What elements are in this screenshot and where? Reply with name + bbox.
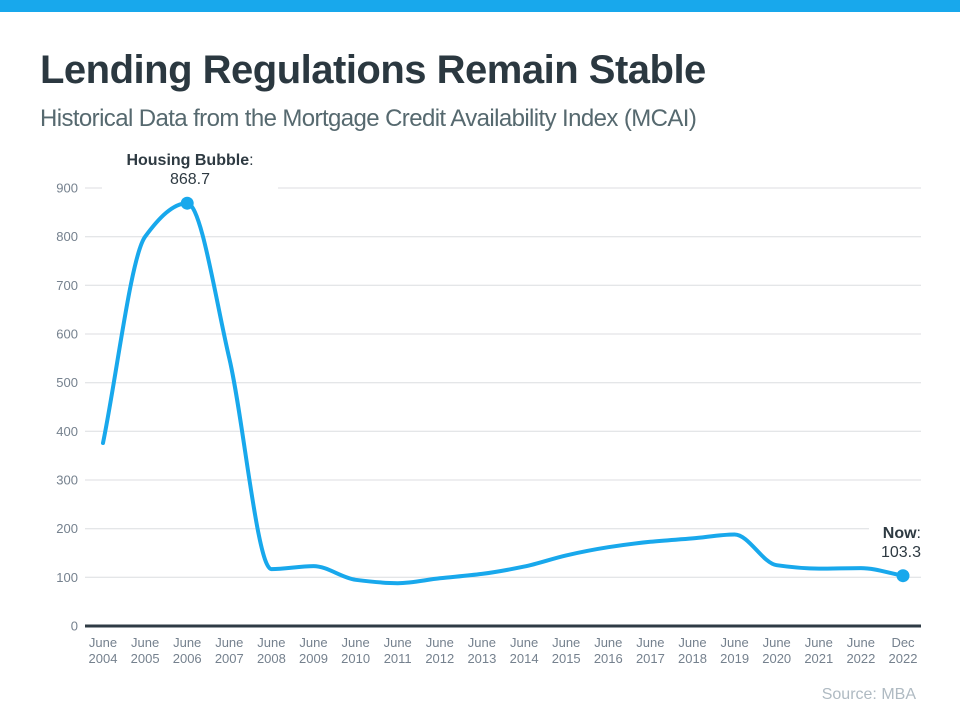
y-axis-tick-label: 500 [56,375,78,390]
y-axis-tick-label: 600 [56,327,78,342]
mcai-series-line [101,201,905,586]
x-axis-tick-label: June 2016 [594,635,623,666]
y-axis-tick-label: 0 [71,619,78,634]
y-axis-tick-label: 400 [56,424,78,439]
x-axis-tick-label: June 2005 [131,635,160,666]
y-axis-tick-label: 900 [56,181,78,196]
annotation-now-value: 103.3 [880,544,921,561]
x-axis-tick-label: June 2012 [425,635,454,666]
annotation-housing-bubble: Housing Bubble: 868.7 [102,151,278,191]
x-axis-tick-label: June 2010 [341,635,370,666]
data-point-marker-now [896,569,910,583]
y-axis-tick-label: 700 [56,278,78,293]
annotation-housing-bubble-value: 868.7 [169,171,211,188]
x-axis-tick-label: June 2021 [804,635,833,666]
x-axis-tick-label: Dec 2022 [889,635,918,666]
x-axis-tick-label: June 2013 [467,635,496,666]
x-axis-tick-label: June 2019 [720,635,749,666]
x-axis-tick-label: June 2004 [89,635,118,666]
page-subtitle: Historical Data from the Mortgage Credit… [40,105,697,132]
x-axis-tick-label: June 2008 [257,635,286,666]
y-axis-tick-label: 300 [56,473,78,488]
top-accent-bar [0,0,960,12]
y-axis-tick-label: 200 [56,521,78,536]
x-axis-tick-label: June 2022 [846,635,875,666]
data-point-marker-housing-bubble [180,196,194,210]
y-axis-tick-label: 800 [56,229,78,244]
y-axis-tick-label: 100 [56,570,78,585]
x-axis-tick-label: June 2015 [552,635,581,666]
source-credit: Source: MBA [821,686,916,703]
x-axis-tick-label: June 2014 [510,635,539,666]
x-axis-tick-label: June 2020 [762,635,791,666]
x-axis-tick-label: June 2018 [678,635,707,666]
annotation-now-label: Now: [882,525,921,542]
annotation-now: Now: 103.3 [869,524,921,564]
x-axis-tick-label: June 2011 [384,635,412,666]
page-title: Lending Regulations Remain Stable [40,48,706,92]
x-axis-tick-label: June 2017 [636,635,665,666]
annotation-housing-bubble-label: Housing Bubble: [126,152,254,169]
x-axis-tick-label: June 2006 [173,635,202,666]
x-axis-tick-label: June 2009 [299,635,328,666]
x-axis-tick-label: June 2007 [215,635,244,666]
